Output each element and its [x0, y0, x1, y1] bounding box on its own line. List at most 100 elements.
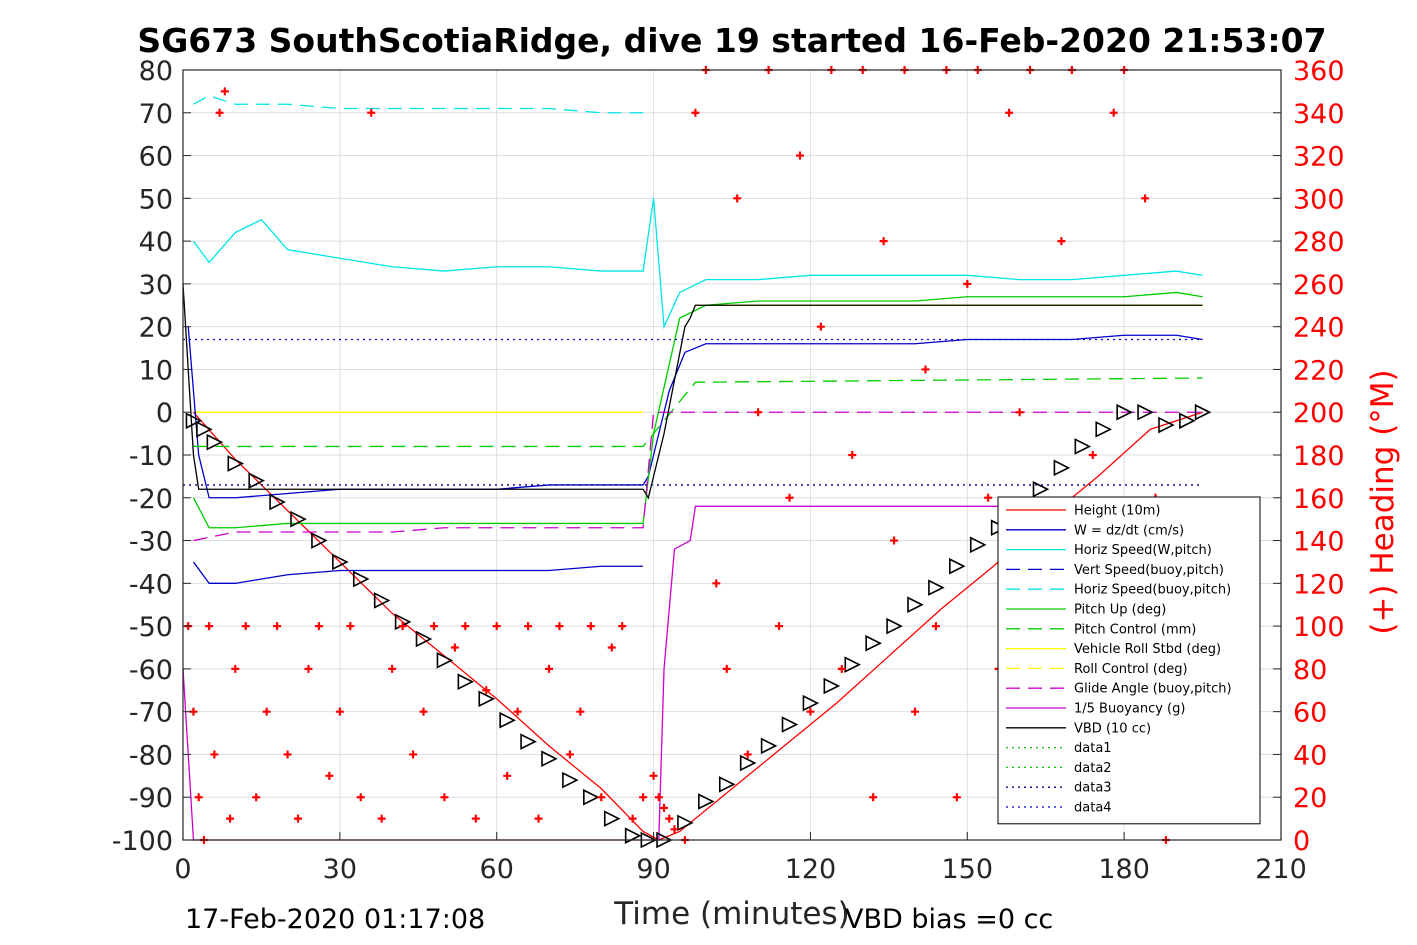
y-tick-label: -90 — [129, 783, 173, 814]
y-tick-label: 0 — [156, 398, 173, 429]
y2-tick-label: 320 — [1293, 142, 1345, 173]
depth-marker — [802, 694, 820, 712]
depth-marker — [499, 711, 516, 729]
heading-marker — [785, 493, 794, 502]
legend-label: VBD (10 cc) — [1074, 721, 1151, 736]
depth-marker — [677, 814, 694, 832]
heading-marker — [294, 814, 303, 823]
y-tick-label: 40 — [139, 227, 173, 258]
x-tick-label: 30 — [323, 854, 357, 885]
depth-marker — [1158, 416, 1175, 434]
series-w-dz-dt-cm-s-raw — [192, 561, 644, 584]
x-axis-label: Time (minutes) — [613, 896, 849, 932]
heading-marker — [377, 814, 386, 823]
y2-tick-label: 60 — [1293, 698, 1327, 729]
heading-marker — [482, 686, 491, 695]
heading-marker — [586, 622, 595, 631]
heading-marker — [628, 814, 637, 823]
y-tick-label: -60 — [129, 655, 173, 686]
depth-marker — [624, 827, 642, 845]
depth-marker — [844, 656, 862, 673]
heading-marker — [367, 108, 376, 117]
heading-marker — [639, 793, 648, 802]
legend-label: Height (10m) — [1074, 504, 1160, 519]
heading-marker — [1088, 451, 1097, 459]
heading-marker — [837, 664, 846, 673]
heading-marker — [450, 643, 459, 652]
heading-marker — [471, 814, 480, 823]
heading-marker — [492, 622, 501, 631]
heading-marker — [262, 707, 271, 716]
heading-marker — [440, 793, 449, 802]
heading-marker — [419, 707, 428, 716]
y2-tick-label: 240 — [1293, 313, 1345, 344]
heading-marker — [524, 622, 533, 631]
heading-marker — [388, 664, 397, 673]
legend-label: data1 — [1074, 741, 1112, 756]
y2-tick-label: 260 — [1293, 270, 1345, 301]
heading-marker — [1109, 108, 1118, 117]
heading-marker — [304, 664, 313, 673]
heading-marker — [1057, 237, 1066, 246]
depth-marker — [949, 557, 966, 575]
depth-marker — [562, 771, 579, 789]
y2-tick-label: 160 — [1293, 484, 1345, 515]
depth-marker — [698, 793, 715, 810]
heading-marker — [722, 664, 731, 673]
depth-marker — [781, 716, 799, 733]
heading-marker — [597, 793, 606, 802]
y-tick-label: -40 — [129, 569, 173, 600]
depth-marker — [1179, 412, 1196, 430]
heading-marker — [356, 793, 365, 802]
heading-marker — [649, 771, 658, 780]
depth-marker — [583, 788, 600, 806]
heading-marker — [273, 622, 282, 631]
legend-label: W = dz/dt (cm/s) — [1074, 523, 1184, 538]
series-vbd-10-cc — [182, 283, 1203, 500]
depth-marker — [760, 737, 778, 755]
series-glide-angle-buoy-pitch — [193, 411, 1203, 542]
depth-marker — [248, 472, 265, 489]
depth-marker — [206, 433, 224, 451]
depth-marker — [352, 570, 370, 588]
depth-marker — [603, 810, 621, 827]
footer-vbd-bias: VBD bias =0 cc — [845, 904, 1053, 935]
heading-marker — [654, 793, 663, 802]
x-tick-label: 90 — [636, 854, 670, 885]
depth-marker — [969, 536, 987, 554]
heading-marker — [733, 194, 742, 203]
heading-marker — [335, 707, 344, 716]
heading-marker — [555, 622, 564, 631]
heading-marker — [1141, 194, 1150, 203]
y2-tick-label: 300 — [1293, 184, 1345, 215]
y2-tick-label: 40 — [1293, 740, 1327, 771]
y-tick-label: 70 — [139, 99, 173, 130]
x-axis-ticks: 0 30 60 90 120 150 180 210 — [174, 832, 1307, 885]
depth-marker — [269, 493, 286, 511]
y-axis-ticks: -100-90-80-70-60-50-40-30-20-10010203040… — [112, 56, 191, 857]
heading-marker — [691, 108, 700, 117]
depth-marker — [541, 750, 558, 768]
y2-tick-label: 100 — [1293, 612, 1345, 643]
heading-marker — [346, 622, 355, 631]
heading-marker — [429, 622, 438, 631]
x-tick-label: 60 — [480, 854, 514, 885]
legend-label: data3 — [1074, 781, 1112, 796]
heading-marker — [712, 579, 721, 588]
heading-marker — [503, 771, 512, 780]
y2-tick-label: 20 — [1293, 783, 1327, 814]
depth-marker — [718, 776, 736, 793]
heading-marker — [226, 814, 235, 823]
y-tick-label: 50 — [139, 184, 173, 215]
heading-marker — [754, 408, 763, 417]
heading-marker — [879, 237, 888, 246]
y-tick-label: -100 — [112, 826, 173, 857]
heading-marker — [670, 825, 679, 834]
series-horiz-speed-buoy-pitch — [193, 94, 644, 114]
heading-marker — [660, 803, 669, 812]
depth-marker — [907, 596, 924, 614]
y2-tick-label: 220 — [1293, 355, 1345, 386]
heading-marker — [963, 279, 972, 288]
heading-marker — [283, 750, 292, 759]
series-pitch-up-deg — [192, 291, 1203, 529]
